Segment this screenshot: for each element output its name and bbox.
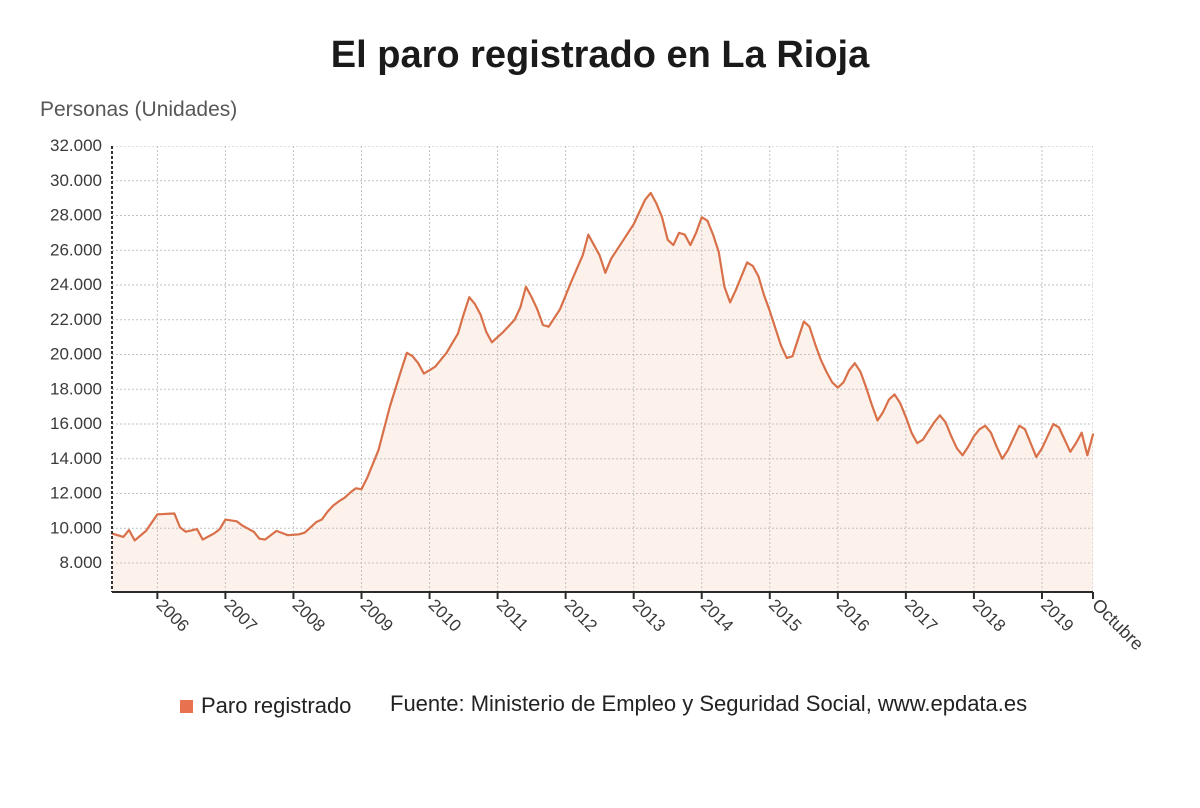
svg-text:14.000: 14.000 bbox=[50, 449, 102, 468]
svg-text:12.000: 12.000 bbox=[50, 484, 102, 503]
svg-text:20.000: 20.000 bbox=[50, 345, 102, 364]
svg-text:2012: 2012 bbox=[561, 595, 601, 635]
svg-text:10.000: 10.000 bbox=[50, 518, 102, 537]
svg-text:16.000: 16.000 bbox=[50, 414, 102, 433]
svg-text:18.000: 18.000 bbox=[50, 379, 102, 398]
svg-text:24.000: 24.000 bbox=[50, 275, 102, 294]
svg-text:30.000: 30.000 bbox=[50, 171, 102, 190]
svg-text:2006: 2006 bbox=[153, 595, 193, 635]
svg-text:2011: 2011 bbox=[493, 595, 532, 634]
svg-text:2016: 2016 bbox=[833, 595, 873, 635]
svg-text:2008: 2008 bbox=[289, 595, 329, 635]
svg-text:2009: 2009 bbox=[357, 595, 397, 635]
svg-text:2017: 2017 bbox=[901, 595, 941, 635]
svg-text:2014: 2014 bbox=[697, 595, 737, 635]
svg-text:Octubre: Octubre bbox=[1088, 595, 1147, 654]
svg-text:22.000: 22.000 bbox=[50, 310, 102, 329]
svg-text:2015: 2015 bbox=[765, 595, 805, 635]
svg-text:2007: 2007 bbox=[221, 595, 261, 635]
svg-text:8.000: 8.000 bbox=[59, 553, 102, 572]
svg-text:2013: 2013 bbox=[629, 595, 669, 635]
svg-text:32.000: 32.000 bbox=[50, 136, 102, 155]
svg-text:2010: 2010 bbox=[425, 595, 465, 635]
svg-text:2018: 2018 bbox=[969, 595, 1009, 635]
svg-text:2019: 2019 bbox=[1037, 595, 1077, 635]
svg-text:28.000: 28.000 bbox=[50, 206, 102, 225]
svg-text:26.000: 26.000 bbox=[50, 240, 102, 259]
